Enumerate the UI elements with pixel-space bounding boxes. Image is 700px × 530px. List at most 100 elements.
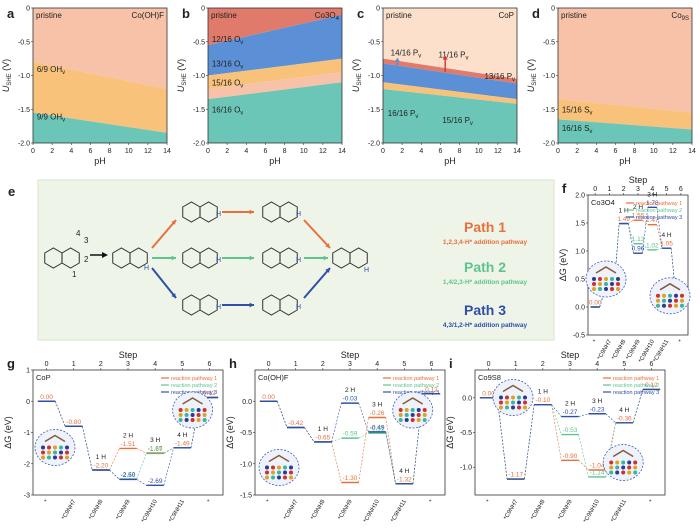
- atom-mark: [656, 298, 660, 303]
- atom-mark: [662, 303, 666, 308]
- step-tick-label: 3: [636, 186, 640, 193]
- x-tick-label: 0: [381, 148, 385, 155]
- panel-letter: g: [7, 356, 15, 371]
- h-count-label: 2 H: [633, 204, 643, 211]
- arrow-head: [394, 57, 400, 62]
- species-label: *C9NH8: [310, 498, 327, 521]
- atom-mark: [610, 287, 614, 291]
- path3-final-arrow: [303, 267, 331, 299]
- atom-mark: [674, 303, 678, 308]
- atom-mark: [289, 470, 293, 475]
- x-axis-label: pH: [619, 156, 631, 166]
- intermediate-3h-1-ring-b: [279, 247, 298, 269]
- h-count-label: 3 H: [592, 398, 602, 405]
- value-label: -1.14: [590, 469, 605, 476]
- panel-letter: i: [449, 356, 453, 371]
- atom-mark: [604, 282, 608, 286]
- x-tick-label: 14: [163, 148, 171, 155]
- atom-mark: [523, 400, 527, 405]
- atom-mark: [41, 455, 45, 460]
- adsorbate-mark: [659, 282, 681, 291]
- atom-mark: [511, 400, 515, 405]
- x-tick-label: 4: [594, 148, 598, 155]
- atom-mark: [283, 470, 287, 475]
- atom-mark: [499, 405, 503, 410]
- atom-mark: [277, 475, 281, 480]
- energy-connector: [656, 247, 663, 251]
- energy-connector: [385, 417, 396, 484]
- y-tick-label: 1.0: [575, 249, 585, 256]
- atom-mark: [404, 413, 409, 417]
- energy-connector: [109, 448, 120, 471]
- energy-connector: [551, 404, 562, 461]
- hydrogen-label: H: [296, 211, 301, 218]
- x-tick-label: 0: [206, 148, 210, 155]
- atom-mark: [271, 475, 275, 480]
- hydrogen-label: H: [144, 265, 149, 272]
- legend-label: reaction pathway 2: [636, 208, 682, 214]
- material-label: Co(OH)F: [132, 11, 165, 20]
- value-label: 0.00: [262, 394, 275, 401]
- legend-label: reaction pathway 3: [613, 390, 659, 396]
- h-count-label: 2 H: [123, 432, 133, 439]
- energy-connector: [605, 413, 616, 423]
- atom-mark: [53, 450, 57, 455]
- x-tick-label: 8: [108, 148, 112, 155]
- material-label: Co9S: [671, 11, 689, 22]
- atom-mark: [190, 413, 195, 417]
- species-label: *C9NH11: [610, 498, 628, 523]
- atom-mark: [674, 298, 678, 303]
- atom-mark: [598, 282, 602, 286]
- x-tick-label: 12: [319, 148, 327, 155]
- arrow-head: [325, 268, 330, 273]
- atom-mark: [662, 293, 666, 298]
- species-label: *: [266, 498, 273, 504]
- step-tick-label: 5: [665, 186, 669, 193]
- energy-connector: [642, 219, 648, 225]
- path-subtitle: 1,2,3,4-H* addition pathway: [443, 239, 528, 246]
- value-label: 1.78: [646, 200, 659, 207]
- value-label: -2.20: [93, 463, 108, 470]
- energy-connector: [304, 427, 315, 443]
- atom-mark: [41, 450, 45, 455]
- adsorbate-mark: [402, 397, 424, 405]
- x-tick-label: 14: [513, 148, 521, 155]
- y-axis-label: USHE (V): [176, 59, 188, 92]
- y-axis-label: USHE (V): [526, 59, 538, 92]
- atom-mark: [598, 287, 602, 291]
- arrow-head: [249, 255, 254, 261]
- atom-mark: [422, 418, 427, 422]
- energy-connector: [136, 448, 147, 454]
- atom-mark: [202, 413, 207, 417]
- arrow-head: [171, 255, 176, 261]
- step-tick-label: 3: [348, 361, 352, 368]
- x-tick-label: 14: [688, 148, 696, 155]
- atom-mark: [668, 293, 672, 298]
- energy-connector: [496, 397, 508, 480]
- species-label: *C9NH10: [583, 498, 601, 524]
- adsorbate-mark: [268, 454, 290, 463]
- x-tick-label: 8: [633, 148, 637, 155]
- energy-connector: [276, 401, 288, 428]
- energy-connector: [524, 404, 535, 480]
- region-label: 16/16 Sv: [562, 124, 593, 135]
- species-label: *C9NH11: [390, 498, 408, 523]
- species-label: *: [44, 498, 51, 504]
- atom-mark: [196, 408, 201, 412]
- atom-mark: [184, 418, 189, 422]
- atom-mark: [196, 413, 201, 417]
- arrow-head: [487, 86, 493, 91]
- atom-number: 1: [72, 270, 77, 279]
- value-label: 1.05: [660, 241, 673, 248]
- atom-mark: [517, 405, 521, 410]
- legend-label: reaction pathway 2: [171, 383, 217, 389]
- atom-mark: [627, 465, 632, 470]
- value-label: -0.03: [343, 396, 358, 403]
- material-label: Co(OH)F: [258, 373, 289, 382]
- species-label: *C9NH8: [88, 498, 105, 521]
- y-tick-label: -2.0: [193, 141, 205, 148]
- species-label: *: [486, 498, 493, 504]
- x-tick-label: 4: [244, 148, 248, 155]
- atom-mark: [627, 470, 632, 475]
- x-tick-label: 6: [263, 148, 267, 155]
